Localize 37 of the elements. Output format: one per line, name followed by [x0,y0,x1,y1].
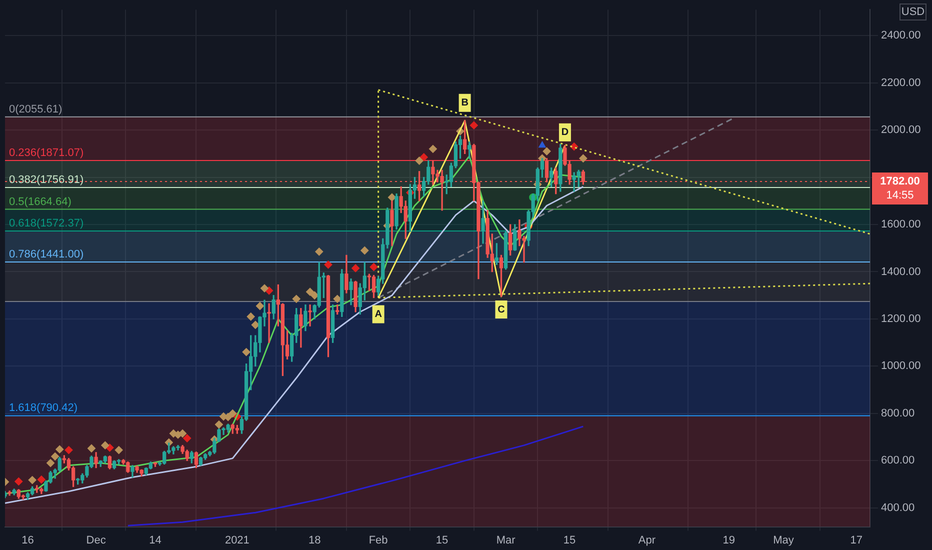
ref-line-label: 0(2055.61) [9,103,62,116]
y-tick-label: 2000.00 [881,124,921,136]
x-tick-label: Feb [368,534,388,546]
annotation: A [374,309,382,320]
ref-line-label: 1782.00 [880,176,920,188]
y-tick-label: 1000.00 [881,360,921,372]
annotation: C [498,304,505,316]
x-tick-label: Apr [638,534,656,546]
ref-line-label: 0.382(1756.91) [9,174,84,186]
y-axis-title: USD [901,6,925,18]
ref-line-label: 0.236(1871.07) [9,147,84,160]
x-tick-label: 15 [436,534,448,546]
x-tick-label: 2021 [224,534,250,546]
y-tick-label: 1400.00 [881,266,921,278]
x-tick-label: 17 [850,534,862,546]
annotation: D [561,127,569,138]
ref-line-label: 0.786(1441.00) [9,248,84,261]
x-tick-label: Dec [86,534,106,546]
x-tick-label: 18 [308,534,321,546]
y-tick-label: 800.00 [881,407,915,420]
x-tick-label: 14 [149,534,162,546]
y-tick-label: 2200.00 [881,76,921,89]
y-tick-label: 2400.00 [881,30,921,42]
y-tick-label: 600.00 [881,454,915,467]
ref-line-label: 0.618(1572.37) [9,218,84,230]
x-tick-label: May [773,534,794,546]
x-tick-label: 15 [563,534,576,546]
y-tick-label: 1600.00 [881,218,921,231]
x-tick-label: 16 [22,534,34,546]
x-tick-label: 19 [722,534,735,546]
text: 14:55 [886,190,914,202]
x-tick-label: Mar [496,534,516,546]
y-tick-label: 400.00 [881,502,915,514]
ref-line-label: 1.618(790.42) [9,402,78,414]
ref-line-label: 0.5(1664.64) [9,196,72,208]
y-tick-label: 1200.00 [881,313,921,326]
annotation: B [461,98,468,109]
